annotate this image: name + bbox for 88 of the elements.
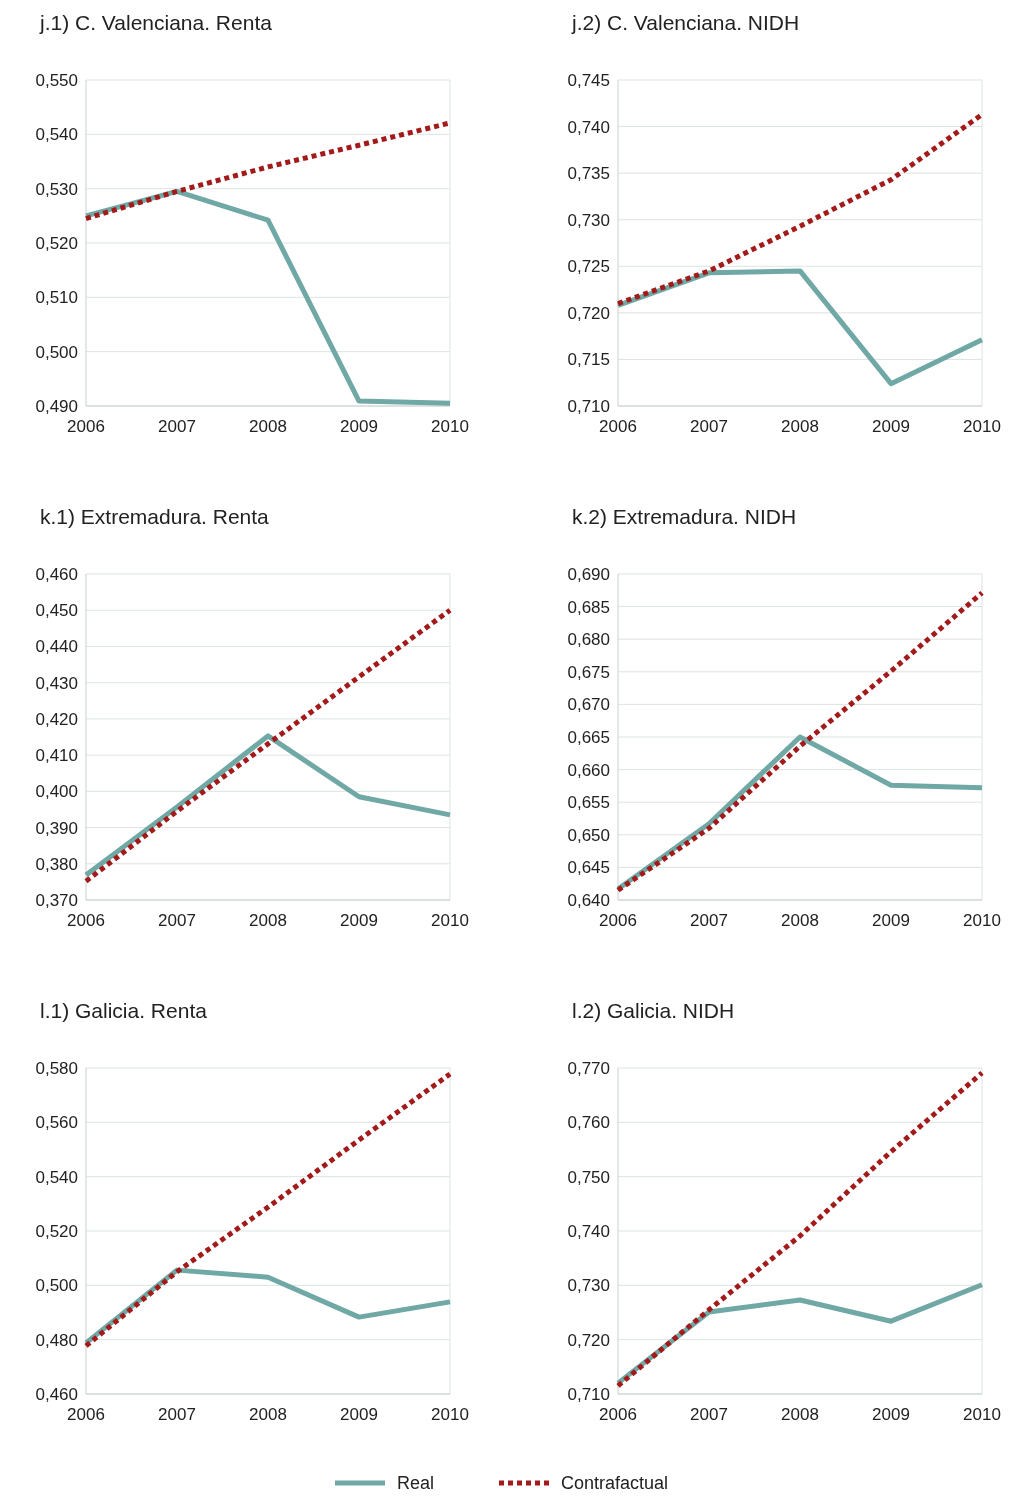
y-tick-label: 0,440 xyxy=(35,637,78,657)
x-tick-label: 2007 xyxy=(158,1405,196,1424)
y-tick-label: 0,745 xyxy=(567,70,610,90)
x-tick-label: 2010 xyxy=(963,417,1001,436)
x-tick-label: 2008 xyxy=(781,417,819,436)
x-tick-label: 2006 xyxy=(67,911,105,930)
x-tick-label: 2010 xyxy=(431,417,469,436)
y-tick-label: 0,715 xyxy=(567,350,610,370)
y-tick-label: 0,400 xyxy=(35,782,78,802)
y-tick-label: 0,735 xyxy=(567,164,610,184)
legend-label: Contrafactual xyxy=(561,1473,669,1494)
x-tick-label: 2007 xyxy=(158,911,196,930)
x-tick-label: 2009 xyxy=(872,911,910,930)
x-tick-label: 2008 xyxy=(249,417,287,436)
y-tick-label: 0,660 xyxy=(567,760,610,780)
chart-title: l.2) Galicia. NIDH xyxy=(572,999,735,1022)
y-tick-label: 0,380 xyxy=(35,854,78,874)
y-tick-label: 0,770 xyxy=(567,1058,610,1078)
y-tick-label: 0,655 xyxy=(567,793,610,813)
y-tick-label: 0,650 xyxy=(567,825,610,845)
y-tick-label: 0,685 xyxy=(567,597,610,617)
y-tick-label: 0,740 xyxy=(567,117,610,137)
y-tick-label: 0,720 xyxy=(567,1330,610,1350)
y-tick-label: 0,480 xyxy=(35,1330,78,1350)
y-tick-label: 0,580 xyxy=(35,1058,78,1078)
x-tick-label: 2006 xyxy=(599,911,637,930)
x-tick-label: 2006 xyxy=(599,1405,637,1424)
x-tick-label: 2008 xyxy=(781,911,819,930)
x-tick-label: 2010 xyxy=(963,911,1001,930)
y-tick-label: 0,730 xyxy=(567,1276,610,1296)
x-tick-label: 2007 xyxy=(690,417,728,436)
y-tick-label: 0,500 xyxy=(35,342,78,362)
x-tick-label: 2010 xyxy=(963,1405,1001,1424)
x-tick-label: 2007 xyxy=(690,1405,728,1424)
x-tick-label: 2009 xyxy=(872,417,910,436)
y-tick-label: 0,680 xyxy=(567,630,610,650)
y-tick-label: 0,550 xyxy=(35,70,78,90)
y-tick-label: 0,740 xyxy=(567,1221,610,1241)
chart-title: k.1) Extremadura. Renta xyxy=(40,505,270,528)
x-tick-label: 2010 xyxy=(431,1405,469,1424)
x-tick-label: 2008 xyxy=(249,911,287,930)
y-tick-label: 0,420 xyxy=(35,709,78,729)
chart-title: k.2) Extremadura. NIDH xyxy=(572,505,797,528)
x-tick-label: 2010 xyxy=(431,911,469,930)
y-tick-label: 0,520 xyxy=(35,1221,78,1241)
x-tick-label: 2006 xyxy=(599,417,637,436)
y-tick-label: 0,520 xyxy=(35,233,78,253)
y-tick-label: 0,640 xyxy=(567,890,610,910)
y-tick-label: 0,450 xyxy=(35,601,78,621)
x-tick-label: 2007 xyxy=(158,417,196,436)
x-tick-label: 2008 xyxy=(781,1405,819,1424)
y-tick-label: 0,460 xyxy=(35,1384,78,1404)
y-tick-label: 0,665 xyxy=(567,727,610,747)
y-tick-label: 0,675 xyxy=(567,662,610,682)
x-tick-label: 2009 xyxy=(340,417,378,436)
x-tick-label: 2009 xyxy=(872,1405,910,1424)
y-tick-label: 0,540 xyxy=(35,125,78,145)
x-tick-label: 2008 xyxy=(249,1405,287,1424)
chart-title: j.2) C. Valenciana. NIDH xyxy=(571,11,800,34)
x-tick-label: 2009 xyxy=(340,911,378,930)
y-tick-label: 0,560 xyxy=(35,1113,78,1133)
y-tick-label: 0,530 xyxy=(35,179,78,199)
y-tick-label: 0,510 xyxy=(35,288,78,308)
y-tick-label: 0,760 xyxy=(567,1113,610,1133)
x-tick-label: 2007 xyxy=(690,911,728,930)
y-tick-label: 0,430 xyxy=(35,673,78,693)
y-tick-label: 0,540 xyxy=(35,1167,78,1187)
y-tick-label: 0,690 xyxy=(567,564,610,584)
y-tick-label: 0,390 xyxy=(35,818,78,838)
y-tick-label: 0,645 xyxy=(567,858,610,878)
y-tick-label: 0,670 xyxy=(567,695,610,715)
y-tick-label: 0,710 xyxy=(567,1384,610,1404)
y-tick-label: 0,730 xyxy=(567,210,610,230)
y-tick-label: 0,460 xyxy=(35,564,78,584)
x-tick-label: 2006 xyxy=(67,417,105,436)
x-tick-label: 2006 xyxy=(67,1405,105,1424)
y-tick-label: 0,720 xyxy=(567,303,610,323)
y-tick-label: 0,725 xyxy=(567,257,610,277)
legend-label: Real xyxy=(397,1473,435,1494)
chart-title: l.1) Galicia. Renta xyxy=(40,999,208,1022)
y-tick-label: 0,410 xyxy=(35,746,78,766)
y-tick-label: 0,750 xyxy=(567,1167,610,1187)
y-tick-label: 0,370 xyxy=(35,890,78,910)
chart-title: j.1) C. Valenciana. Renta xyxy=(39,11,273,34)
y-tick-label: 0,500 xyxy=(35,1276,78,1296)
y-tick-label: 0,710 xyxy=(567,396,610,416)
x-tick-label: 2009 xyxy=(340,1405,378,1424)
y-tick-label: 0,490 xyxy=(35,396,78,416)
